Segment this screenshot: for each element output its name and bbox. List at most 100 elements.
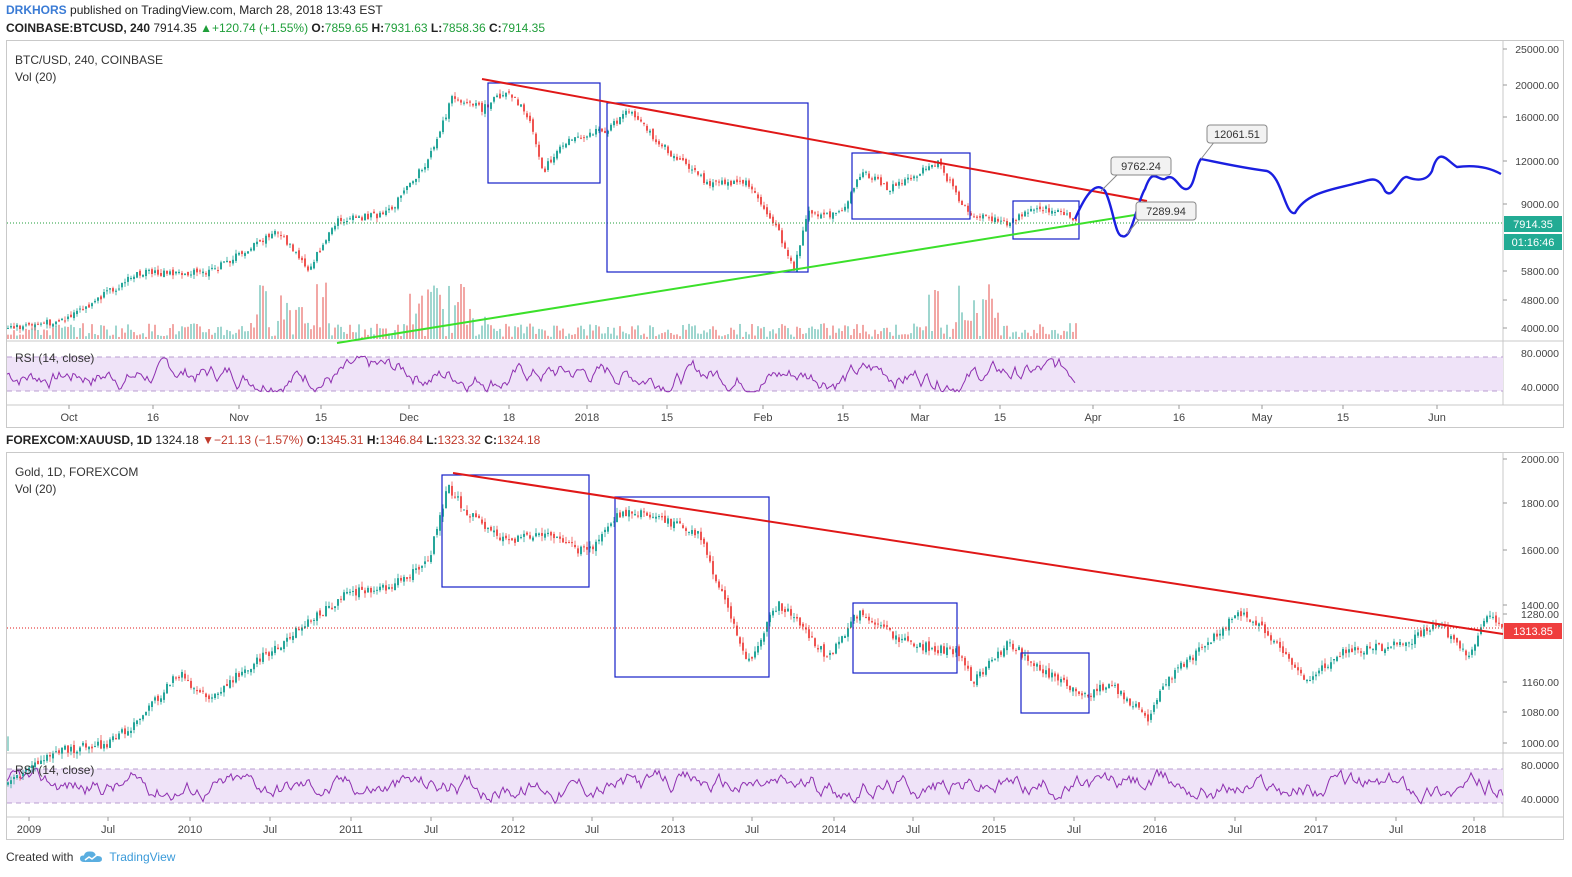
candle-body xyxy=(832,652,834,654)
candle-body xyxy=(217,270,219,272)
volume-bar xyxy=(19,334,21,339)
volume-bar xyxy=(517,327,519,339)
candle-body xyxy=(1126,698,1128,702)
btc-chart-canvas[interactable]: 25000.00 20000.00 16000.00 12000.00 9000.00 5… xyxy=(7,41,1563,427)
candle-body xyxy=(727,597,729,608)
candle-body xyxy=(172,676,174,683)
price-axis-label: 1080.00 xyxy=(1521,707,1559,719)
candle-body xyxy=(394,207,396,209)
volume-bar xyxy=(793,336,795,339)
candle-body xyxy=(100,740,102,749)
candle-body xyxy=(445,117,447,120)
candle-body xyxy=(979,216,981,218)
candle-body xyxy=(1372,649,1374,651)
candle-body xyxy=(991,659,993,662)
candle-body xyxy=(679,521,681,524)
volume-bar xyxy=(601,333,603,339)
candle-body xyxy=(1183,663,1185,667)
volume-bar xyxy=(541,329,543,339)
volume-bar xyxy=(148,323,150,339)
candle-body xyxy=(145,711,147,716)
candle-body xyxy=(199,689,201,693)
price-axis-label: 25000.00 xyxy=(1515,44,1559,56)
candle-body xyxy=(292,635,294,640)
candle-body xyxy=(508,91,510,93)
volume-bar xyxy=(883,328,885,339)
candle-body xyxy=(211,267,213,269)
candle-body xyxy=(436,528,438,535)
candle-body xyxy=(718,581,720,588)
author-name[interactable]: DRKHORS xyxy=(6,3,67,17)
candle-body xyxy=(103,292,105,298)
candle-body xyxy=(799,245,801,257)
candle-body xyxy=(919,642,921,648)
volume-bar xyxy=(439,294,441,339)
candle-body xyxy=(1246,611,1248,618)
gold-chart-pane[interactable]: 2000.00 1800.00 1600.00 1400.00 1280.00 1160.… xyxy=(6,452,1564,840)
candle-body xyxy=(178,676,180,679)
time-axis-label: Jul xyxy=(1228,824,1242,836)
gold-symbol[interactable]: FOREXCOM:XAUUSD, 1D xyxy=(6,433,153,447)
volume-bar xyxy=(259,285,261,339)
candle-body xyxy=(442,508,444,517)
candle-body xyxy=(1090,695,1092,697)
tradingview-brand-link[interactable]: TradingView xyxy=(109,850,176,864)
volume-bar xyxy=(826,327,828,339)
candle-body xyxy=(130,730,132,733)
gold-pane-title: Gold, 1D, FOREXCOM xyxy=(15,465,139,479)
candle-body xyxy=(250,668,252,673)
candle-body xyxy=(1474,644,1476,651)
gold-symbol-line: FOREXCOM:XAUUSD, 1D 1324.18 ▼−21.13 (−1.… xyxy=(6,433,540,447)
candle-body xyxy=(655,139,657,143)
btc-chart-pane[interactable]: 25000.00 20000.00 16000.00 12000.00 9000.00 5… xyxy=(6,40,1564,428)
candle-body xyxy=(166,270,168,274)
volume-bar xyxy=(850,335,852,339)
candle-body xyxy=(643,511,645,513)
candle-body xyxy=(646,125,648,131)
candle-body xyxy=(490,102,492,109)
btc-callout-pointer xyxy=(1100,172,1120,192)
candle-body xyxy=(1381,644,1383,652)
candle-body xyxy=(1021,214,1023,217)
candle-body xyxy=(1315,674,1317,677)
candle-body xyxy=(412,569,414,581)
candle-body xyxy=(1255,620,1257,626)
candle-body xyxy=(637,116,639,120)
candle-body xyxy=(367,587,369,593)
candle-body xyxy=(397,197,399,209)
price-axis-label: 1600.00 xyxy=(1521,545,1559,557)
gold-change-arrow-icon: ▼ xyxy=(202,433,214,447)
volume-bar xyxy=(337,324,339,339)
candle-body xyxy=(1192,657,1194,661)
candle-body xyxy=(826,656,828,658)
candle-body xyxy=(58,750,60,754)
volume-bar xyxy=(835,332,837,339)
candle-body xyxy=(379,212,381,218)
btc-symbol[interactable]: COINBASE:BTCUSD, 240 xyxy=(6,21,151,35)
volume-bar xyxy=(595,325,597,339)
candle-body xyxy=(451,96,453,104)
volume-bar xyxy=(1048,334,1050,339)
volume-bar xyxy=(1006,325,1008,339)
candle-body xyxy=(1072,218,1074,221)
candle-body xyxy=(16,324,18,328)
volume-bar xyxy=(142,333,144,339)
candle-body xyxy=(268,652,270,657)
btc-callout-12061: 12061.51 xyxy=(1214,129,1260,141)
volume-bar xyxy=(238,329,240,339)
candle-body xyxy=(418,169,420,179)
btc-callout-pointer xyxy=(1200,140,1216,160)
candle-body xyxy=(121,729,123,733)
candle-body xyxy=(1426,627,1428,631)
volume-bar xyxy=(682,325,684,339)
candle-body xyxy=(298,629,300,631)
candle-body xyxy=(67,316,69,320)
candle-body xyxy=(181,672,183,678)
candle-body xyxy=(991,216,993,222)
candle-body xyxy=(244,669,246,673)
candle-body xyxy=(178,271,180,274)
candle-body xyxy=(1219,633,1221,636)
volume-bar xyxy=(211,334,213,339)
rsi-axis-label: 40.0000 xyxy=(1521,794,1559,806)
